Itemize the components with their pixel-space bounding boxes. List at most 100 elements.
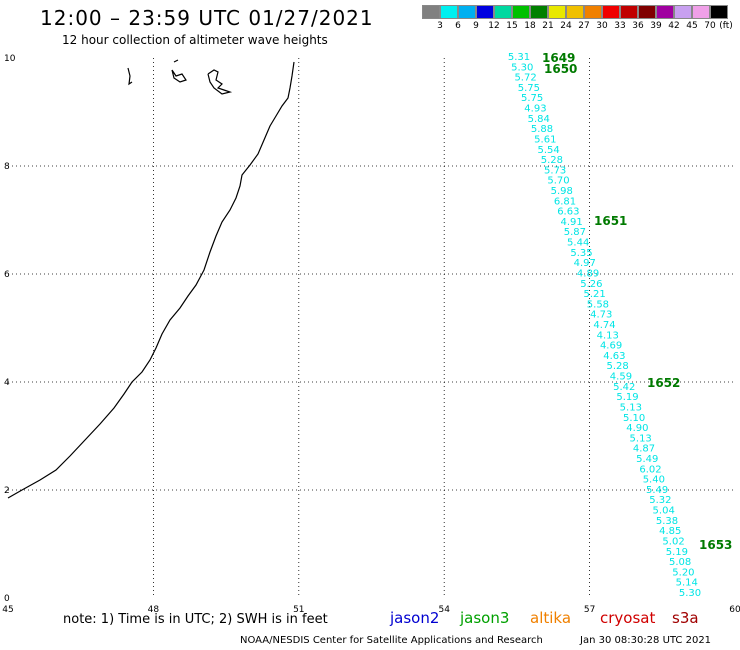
- swh-value: 5.20: [672, 567, 694, 578]
- swh-value: 6.63: [557, 207, 579, 218]
- legend-swatch: [638, 5, 656, 19]
- swh-value: 4.69: [600, 341, 622, 352]
- island-2: [171, 59, 187, 83]
- swh-value: 4.87: [633, 444, 655, 455]
- island-1: [127, 67, 133, 86]
- time-label: 1649: [542, 51, 575, 65]
- swh-value: 5.72: [514, 73, 536, 84]
- legend-label: 39: [650, 21, 662, 31]
- swh-value: 4.91: [560, 217, 582, 228]
- lon-tick-label: 57: [584, 605, 595, 615]
- satellite-altika: altika: [530, 609, 572, 627]
- lon-tick-label: 60: [729, 605, 740, 615]
- swh-value: 5.84: [528, 114, 550, 125]
- legend-swatch: [692, 5, 710, 19]
- legend-swatches: [422, 5, 728, 19]
- swh-value: 5.87: [564, 227, 586, 238]
- legend-label: 18: [524, 21, 536, 31]
- swh-value: 5.75: [518, 83, 540, 94]
- legend-swatch: [620, 5, 638, 19]
- swh-value: 5.75: [521, 93, 543, 104]
- axis-tick-labels: 45 48 51 54 57 60 0 2 4 6 8 10: [2, 54, 740, 615]
- swh-value: 5.42: [613, 382, 635, 393]
- swh-value: 5.54: [537, 145, 559, 156]
- swh-value: 5.04: [653, 506, 675, 517]
- swh-value: 5.08: [669, 557, 691, 568]
- swh-value: 5.02: [662, 536, 684, 547]
- map-grid: [8, 58, 735, 598]
- swh-value: 5.40: [643, 475, 665, 486]
- legend-swatch: [566, 5, 584, 19]
- swh-value: 5.13: [620, 402, 642, 413]
- swh-value: 5.31: [508, 52, 530, 63]
- swh-value: 5.21: [584, 289, 606, 300]
- legend-swatch: [530, 5, 548, 19]
- swh-value: 5.26: [580, 279, 602, 290]
- swh-value: 5.30: [511, 62, 533, 73]
- legend-swatch: [602, 5, 620, 19]
- legend-label: 30: [596, 21, 608, 31]
- time-label: 1653: [699, 538, 732, 552]
- swh-value: 4.93: [524, 104, 546, 115]
- island-3: [207, 69, 233, 95]
- coastline-path: [7, 61, 295, 499]
- time-label: 1651: [594, 214, 627, 228]
- lon-tick-label: 51: [293, 605, 304, 615]
- legend-swatch: [440, 5, 458, 19]
- swh-value: 5.30: [679, 588, 701, 599]
- swh-value: 4.85: [659, 526, 681, 537]
- swh-value: 4.59: [610, 372, 632, 383]
- lat-tick-label: 10: [4, 54, 16, 64]
- time-label: 1652: [647, 376, 680, 390]
- swh-value: 4.89: [577, 268, 599, 279]
- legend-labels: 3 6 9 12 15 18 21 24 27 30 33 36 39 42 45 70 (ft): [422, 19, 733, 33]
- legend-label: 21: [542, 21, 554, 31]
- swh-value: 5.14: [676, 578, 698, 589]
- footer-note: note: 1) Time is in UTC; 2) SWH is in fe…: [63, 612, 328, 627]
- legend-swatch: [674, 5, 692, 19]
- lon-tick-label: 45: [2, 605, 13, 615]
- legend-label: 24: [560, 21, 572, 31]
- legend-swatch: [458, 5, 476, 19]
- legend-swatch: [422, 5, 440, 19]
- swh-value: 5.10: [623, 413, 645, 424]
- lon-tick-label: 48: [148, 605, 160, 615]
- lat-tick-label: 4: [4, 378, 10, 388]
- swh-value: 5.35: [570, 248, 592, 259]
- legend-label: 33: [614, 21, 626, 31]
- swh-value: 4.74: [593, 320, 615, 331]
- lat-tick-label: 6: [4, 270, 10, 280]
- page-subtitle: 12 hour collection of altimeter wave hei…: [62, 33, 328, 47]
- swh-value: 5.49: [636, 454, 658, 465]
- footer-credit: NOAA/NESDIS Center for Satellite Applica…: [240, 635, 543, 646]
- swh-value: 5.61: [534, 134, 556, 145]
- legend-label: 12: [488, 21, 500, 31]
- legend-swatch: [584, 5, 602, 19]
- legend-swatch: [512, 5, 530, 19]
- legend-label: 9: [473, 21, 479, 31]
- swh-value: 6.81: [554, 196, 576, 207]
- swh-value: 4.73: [590, 310, 612, 321]
- swh-track: 5.315.305.725.755.754.935.845.885.615.54…: [508, 52, 701, 599]
- swh-value: 5.49: [646, 485, 668, 496]
- page-title: 12:00 – 23:59 UTC 01/27/2021: [40, 6, 374, 30]
- swh-value: 5.88: [531, 124, 553, 135]
- swh-value: 5.44: [567, 238, 589, 249]
- swh-value: 6.02: [639, 464, 661, 475]
- legend-label: 36: [632, 21, 644, 31]
- legend-swatch: [548, 5, 566, 19]
- legend-label: 3: [437, 21, 443, 31]
- swh-value: 4.90: [626, 423, 648, 434]
- swh-value: 4.13: [597, 330, 619, 341]
- color-legend: 3 6 9 12 15 18 21 24 27 30 33 36 39 42 45 70 (ft): [422, 5, 733, 33]
- satellite-cryosat: cryosat: [600, 609, 656, 627]
- swh-value: 5.58: [587, 299, 609, 310]
- swh-value: 5.98: [551, 186, 573, 197]
- legend-label: 70: [704, 21, 716, 31]
- satellite-jason2: jason2: [390, 609, 440, 627]
- legend-label: 45: [686, 21, 698, 31]
- swh-value: 5.19: [666, 547, 688, 558]
- legend-swatch: [656, 5, 674, 19]
